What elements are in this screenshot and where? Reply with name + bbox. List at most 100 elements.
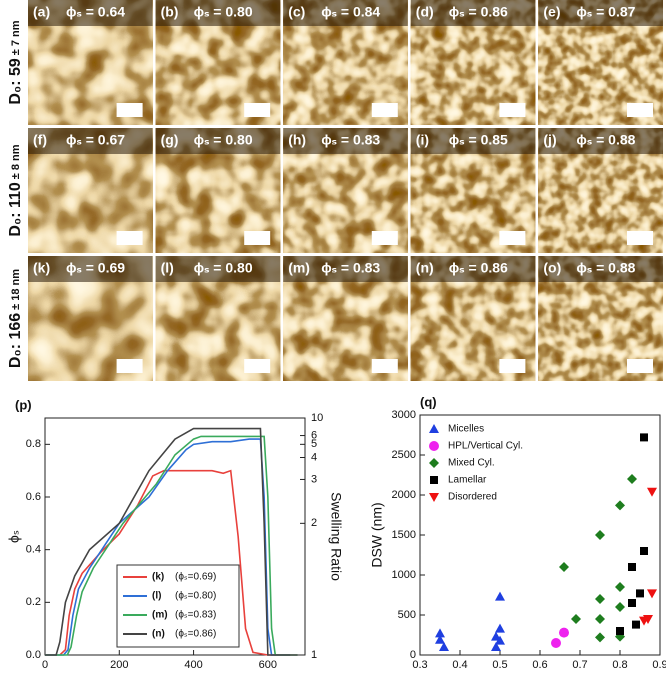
x-tick-label: 0.9 <box>652 659 666 671</box>
scale-bar <box>244 231 271 245</box>
legend-name: Micelles <box>448 424 484 435</box>
y-tick-label: 0.2 <box>26 596 41 608</box>
phase-label: ϕₛ = 0.80 <box>194 4 253 20</box>
y-tick-label: 2000 <box>392 489 416 501</box>
scale-bar <box>499 103 526 117</box>
phase-label: ϕₛ = 0.69 <box>66 260 125 276</box>
scale-bar <box>116 231 143 245</box>
label-band <box>410 256 536 282</box>
row-label-error: ± 7 nm <box>10 20 22 55</box>
row-label: D₀: 110 ± 8 nm <box>7 144 24 236</box>
scatter-point <box>551 638 561 648</box>
label-band <box>155 0 281 26</box>
x-tick-label: 0.5 <box>492 659 507 671</box>
scatter-point <box>632 620 640 629</box>
x-tick-label: 600 <box>259 659 277 671</box>
phase-label: ϕₛ = 0.80 <box>194 132 253 148</box>
panel-label: (d) <box>416 4 434 20</box>
row-label-group: D₀: 166 ± 18 nm <box>7 269 24 368</box>
phase-label: ϕₛ = 0.88 <box>576 260 635 276</box>
scatter-point <box>636 589 644 598</box>
phase-label: ϕₛ = 0.87 <box>576 4 635 20</box>
chart-title: (q) <box>420 394 437 409</box>
scatter-point <box>559 562 569 572</box>
scatter-point <box>628 599 636 607</box>
panel-label: (o) <box>543 260 561 276</box>
label-band <box>283 0 408 26</box>
row-label-text: D₀: 110 <box>7 182 24 236</box>
scatter-point <box>495 591 505 601</box>
x-tick-label: 0.3 <box>412 659 427 671</box>
scale-bar <box>244 103 271 117</box>
legend-name: Mixed Cyl. <box>448 458 495 469</box>
panel-label: (a) <box>33 4 50 20</box>
y2-tick-label: 5 <box>311 438 317 450</box>
row-label-error: ± 18 nm <box>10 269 22 310</box>
scatter-point <box>647 487 657 497</box>
legend-marker <box>430 476 438 484</box>
chart-title: (p) <box>15 397 32 412</box>
legend-label: (ϕₛ=0.80) <box>175 591 216 602</box>
scatter-point <box>495 623 505 633</box>
series-line <box>45 469 291 656</box>
y-tick-label: 0.4 <box>26 544 41 556</box>
y2-axis-title: Swelling Ratio <box>328 492 344 581</box>
panel-label: (f) <box>33 132 47 148</box>
scatter-point <box>559 627 569 638</box>
legend-label: (ϕₛ=0.83) <box>175 610 216 621</box>
panel-label: (m) <box>288 260 310 276</box>
x-tick-label: 0 <box>42 659 48 671</box>
row-label-group: D₀: 110 ± 8 nm <box>7 144 24 236</box>
legend-name: Disordered <box>448 492 497 503</box>
legend-marker <box>429 493 439 502</box>
label-band <box>410 0 536 26</box>
y-tick-label: 1000 <box>392 569 416 581</box>
label-band <box>410 128 536 154</box>
scatter-point <box>595 632 605 643</box>
y-tick-label: 500 <box>398 609 416 621</box>
scatter-point <box>628 563 636 571</box>
legend-marker <box>429 441 439 451</box>
legend-name: (m) <box>152 610 168 621</box>
phase-label: ϕₛ = 0.88 <box>576 132 635 148</box>
legend-marker <box>429 458 439 468</box>
panel-label: (j) <box>543 132 556 148</box>
y2-tick-label: 6 <box>311 429 317 441</box>
row-label-text: D₀: 166 <box>7 313 24 368</box>
scale-bar <box>244 359 271 373</box>
scale-bar <box>627 359 653 373</box>
label-band <box>283 256 408 282</box>
panel-label: (i) <box>416 132 429 148</box>
y2-tick-label: 3 <box>311 473 317 485</box>
label-band <box>28 256 153 282</box>
phase-label: ϕₛ = 0.67 <box>66 132 125 148</box>
row-label-group: D₀: 59 ± 7 nm <box>7 20 24 104</box>
scale-bar <box>371 231 398 245</box>
scatter-point <box>647 589 657 599</box>
series-line <box>45 438 291 656</box>
x-tick-label: 0.6 <box>532 659 547 671</box>
legend-label: (ϕₛ=0.86) <box>175 629 216 640</box>
y2-tick-label: 10 <box>311 412 323 424</box>
scale-bar <box>627 231 653 245</box>
scatter-point <box>615 602 625 612</box>
panel-label: (g) <box>161 132 179 148</box>
label-band <box>28 0 153 26</box>
legend-label: (ϕₛ=0.69) <box>175 572 216 583</box>
legend-name: (n) <box>152 629 165 640</box>
scale-bar <box>499 231 526 245</box>
y-tick-label: 3000 <box>392 409 416 421</box>
y-tick-label: 1500 <box>392 529 416 541</box>
phase-label: ϕₛ = 0.85 <box>449 132 508 148</box>
legend-marker <box>429 424 439 433</box>
phase-label: ϕₛ = 0.80 <box>194 260 253 276</box>
scatter-point <box>627 474 637 484</box>
phase-label: ϕₛ = 0.86 <box>449 260 508 276</box>
phase-label: ϕₛ = 0.86 <box>449 4 508 20</box>
x-tick-label: 0.8 <box>612 659 627 671</box>
y-tick-label: 0.0 <box>26 649 41 661</box>
label-band <box>155 256 281 282</box>
label-band <box>283 128 408 154</box>
scatter-point <box>640 433 648 442</box>
